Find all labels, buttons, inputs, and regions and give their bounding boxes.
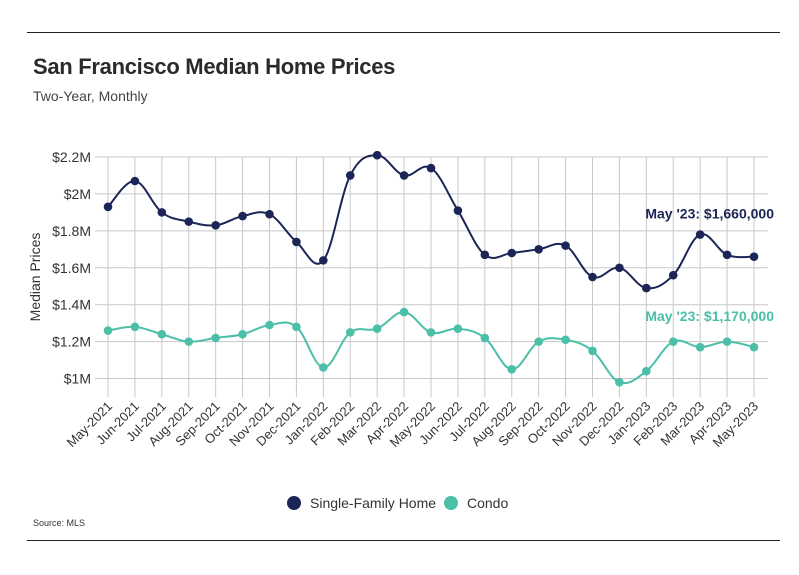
data-point-condo [722, 337, 732, 346]
data-point-condo [292, 322, 301, 332]
annotation-label: May '23: $1,170,000 [645, 308, 774, 324]
chart-subtitle: Two-Year, Monthly [33, 88, 148, 104]
data-point-condo [453, 324, 463, 333]
data-point-single-family [615, 263, 624, 273]
data-point-condo [130, 322, 140, 332]
y-tick-label: $2M [64, 186, 91, 202]
y-tick-label: $1.2M [52, 334, 91, 350]
data-point-condo [588, 346, 597, 356]
data-point-condo [561, 335, 570, 345]
data-point-single-family [749, 252, 759, 261]
data-point-single-family [642, 283, 651, 293]
data-point-single-family [345, 171, 355, 180]
data-point-condo [399, 307, 409, 317]
data-point-single-family [722, 250, 732, 260]
data-point-single-family [292, 237, 301, 247]
data-point-single-family [561, 241, 570, 250]
data-point-condo [184, 337, 194, 346]
data-point-single-family [507, 248, 517, 258]
data-point-condo [668, 337, 678, 346]
source-note: Source: MLS [33, 518, 86, 528]
top-rule [27, 32, 780, 33]
data-point-condo [372, 324, 382, 333]
data-point-single-family [668, 270, 678, 280]
legend-marker [287, 496, 301, 510]
data-point-single-family [399, 171, 409, 180]
data-point-single-family [103, 202, 113, 212]
y-axis-label: Median Prices [27, 233, 43, 322]
legend-label: Single-Family Home [310, 495, 436, 511]
data-point-condo [507, 365, 517, 374]
data-point-condo [238, 329, 247, 339]
data-point-single-family [588, 272, 597, 282]
data-point-single-family [426, 163, 436, 173]
data-point-single-family [372, 150, 382, 160]
y-tick-label: $2.2M [52, 149, 91, 165]
data-point-single-family [211, 221, 220, 230]
data-point-single-family [695, 230, 705, 239]
data-point-condo [426, 328, 436, 337]
data-point-single-family [157, 208, 167, 217]
data-point-condo [211, 333, 220, 343]
data-point-single-family [184, 217, 194, 226]
data-point-single-family [319, 256, 328, 265]
data-point-condo [345, 328, 355, 337]
y-tick-label: $1.4M [52, 297, 91, 313]
y-tick-label: $1.6M [52, 260, 91, 276]
y-tick-label: $1.8M [52, 223, 91, 239]
data-point-condo [480, 333, 490, 343]
chart-title: San Francisco Median Home Prices [33, 54, 396, 79]
legend-marker [444, 496, 458, 510]
data-point-single-family [453, 206, 463, 215]
legend-label: Condo [467, 495, 508, 511]
annotation-label: May '23: $1,660,000 [645, 206, 774, 222]
data-point-condo [265, 320, 274, 330]
data-point-condo [319, 363, 328, 372]
data-point-single-family [534, 245, 543, 254]
data-point-single-family [265, 209, 274, 219]
bottom-rule [27, 540, 780, 541]
data-point-condo [534, 337, 543, 346]
data-point-condo [615, 377, 624, 387]
data-point-single-family [130, 176, 140, 186]
data-point-condo [695, 342, 705, 352]
data-point-single-family [238, 211, 247, 221]
data-point-condo [749, 342, 759, 352]
data-point-condo [157, 329, 167, 339]
data-point-single-family [480, 250, 490, 260]
data-point-condo [103, 326, 113, 335]
y-tick-label: $1M [64, 371, 91, 387]
data-point-condo [642, 366, 651, 376]
